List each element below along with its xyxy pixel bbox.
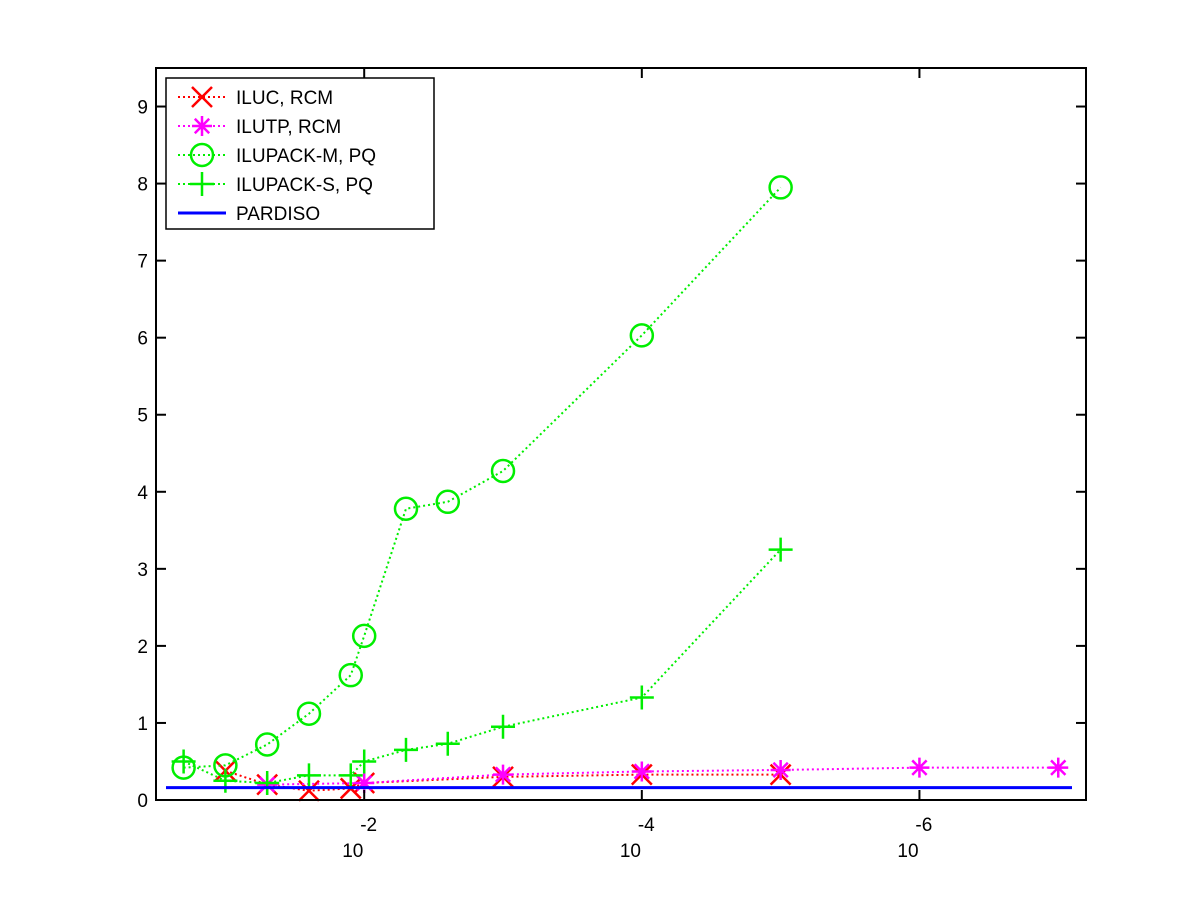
data-point bbox=[354, 773, 375, 794]
legend-box bbox=[165, 77, 435, 230]
data-point bbox=[435, 489, 461, 515]
legend-label: ILUPACK-S, PQ bbox=[236, 175, 373, 196]
legend-entry-iluc-rcm: ILUC, RCM bbox=[178, 86, 333, 109]
data-point bbox=[351, 623, 377, 649]
series-ilupack-m-pq bbox=[171, 175, 793, 780]
legend-entry-ilutp-rcm: ILUTP, RCM bbox=[178, 116, 341, 138]
data-point bbox=[393, 496, 419, 521]
y-tick-label: 1 bbox=[137, 714, 148, 735]
y-tick-label: 3 bbox=[137, 560, 148, 581]
data-point bbox=[493, 764, 514, 785]
data-point bbox=[338, 662, 364, 688]
legend-entry-ilupack-m-pq: ILUPACK-M, PQ bbox=[178, 142, 376, 168]
data-point bbox=[629, 323, 655, 348]
y-tick-label: 2 bbox=[137, 637, 148, 658]
legend-label: ILUTP, RCM bbox=[236, 117, 341, 138]
data-point bbox=[768, 175, 793, 200]
data-point bbox=[393, 737, 418, 762]
data-point bbox=[490, 458, 516, 484]
data-point bbox=[338, 763, 363, 788]
y-tick-label: 7 bbox=[137, 252, 148, 273]
x-tick-label-base: 10 bbox=[620, 841, 641, 862]
legend-marker bbox=[192, 116, 212, 136]
legend: ILUC, RCM ILUTP, RCM ILUPACK-M, PQ ILUPACK-… bbox=[165, 77, 435, 230]
legend-entry-pardiso: PARDISO bbox=[178, 204, 320, 225]
data-point bbox=[631, 761, 652, 782]
legend-label: ILUC, RCM bbox=[236, 88, 333, 109]
x-tick-label-exponent: -6 bbox=[915, 815, 932, 836]
x-tick-label-base: 10 bbox=[897, 841, 918, 862]
data-point bbox=[296, 763, 321, 788]
y-tick-label: 9 bbox=[137, 98, 148, 119]
data-point bbox=[352, 749, 377, 774]
legend-marker bbox=[190, 172, 214, 196]
data-point bbox=[255, 771, 280, 796]
y-tick-label: 6 bbox=[137, 329, 148, 350]
series-ilupack-s-pq bbox=[171, 537, 793, 796]
axes-frame bbox=[155, 67, 1087, 801]
legend-label: ILUPACK-M, PQ bbox=[236, 146, 376, 167]
axes-layer: 0 1 2 3 4 5 6 7 8 9 10 -2 10 -4 10 -6 bbox=[137, 67, 1087, 862]
data-point bbox=[768, 537, 793, 562]
legend-marker bbox=[191, 86, 213, 108]
y-tick-label: 8 bbox=[137, 175, 148, 196]
data-point bbox=[435, 731, 460, 756]
data-point bbox=[909, 757, 930, 778]
legend-entry-ilupack-s-pq: ILUPACK-S, PQ bbox=[178, 172, 373, 196]
data-point bbox=[770, 759, 791, 780]
data-point bbox=[491, 714, 516, 739]
legend-label: PARDISO bbox=[236, 204, 320, 225]
series-layer bbox=[166, 175, 1072, 802]
y-tick-label: 5 bbox=[137, 406, 148, 427]
x-tick-label-exponent: -2 bbox=[360, 815, 377, 836]
x-tick-label-exponent: -4 bbox=[638, 815, 655, 836]
data-point bbox=[296, 701, 322, 726]
y-tick-label: 4 bbox=[137, 483, 148, 504]
data-point bbox=[254, 732, 280, 757]
data-point bbox=[1048, 757, 1069, 778]
x-tick-label-base: 10 bbox=[342, 841, 363, 862]
legend-marker bbox=[189, 142, 215, 168]
y-tick-label: 0 bbox=[137, 791, 148, 812]
data-point bbox=[171, 749, 196, 774]
data-point bbox=[629, 685, 654, 710]
